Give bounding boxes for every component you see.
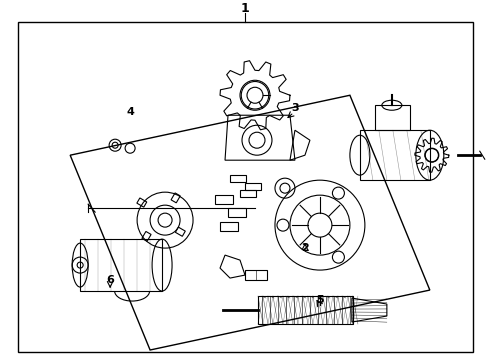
Text: 6: 6	[106, 275, 114, 285]
Bar	[228, 208, 246, 217]
Bar	[142, 231, 151, 241]
Text: 4: 4	[126, 107, 134, 117]
Bar	[215, 195, 233, 204]
Text: 1: 1	[241, 2, 249, 15]
Text: 3: 3	[291, 103, 299, 113]
Bar	[360, 130, 430, 180]
Bar	[230, 175, 246, 182]
Bar	[171, 193, 180, 203]
Bar	[375, 105, 410, 130]
Text: 5: 5	[316, 295, 324, 305]
Bar	[240, 190, 256, 197]
Bar	[175, 227, 185, 236]
Bar	[220, 222, 238, 231]
Bar	[258, 296, 353, 324]
Text: 2: 2	[301, 243, 309, 253]
Bar	[137, 198, 147, 207]
Bar	[245, 270, 267, 280]
Bar	[245, 183, 261, 190]
Bar	[80, 239, 162, 291]
